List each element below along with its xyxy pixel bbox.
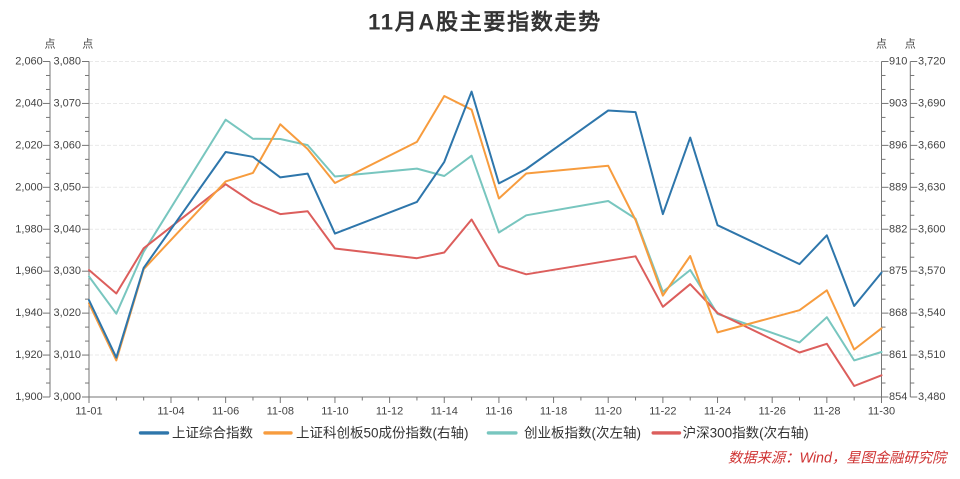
svg-text:3,480: 3,480 [918, 391, 946, 403]
svg-text:点: 点 [45, 38, 56, 51]
svg-text:861: 861 [889, 349, 907, 361]
svg-text:868: 868 [889, 307, 907, 319]
svg-text:上证科创板50成份指数(右轴): 上证科创板50成份指数(右轴) [296, 426, 469, 441]
svg-text:3,000: 3,000 [53, 391, 81, 403]
svg-text:上证综合指数: 上证综合指数 [172, 426, 253, 441]
svg-text:910: 910 [889, 56, 907, 68]
svg-text:点: 点 [82, 38, 93, 51]
svg-text:903: 903 [889, 97, 907, 109]
svg-text:11-16: 11-16 [485, 406, 512, 418]
svg-text:11-14: 11-14 [431, 406, 458, 418]
svg-text:882: 882 [889, 223, 907, 235]
svg-text:875: 875 [889, 265, 907, 277]
svg-text:1,980: 1,980 [15, 223, 43, 235]
svg-text:3,040: 3,040 [53, 223, 81, 235]
svg-text:沪深300指数(次右轴): 沪深300指数(次右轴) [683, 426, 809, 441]
svg-text:3,600: 3,600 [918, 223, 946, 235]
svg-text:11-04: 11-04 [157, 406, 184, 418]
svg-text:3,690: 3,690 [918, 97, 946, 109]
svg-text:点: 点 [876, 38, 887, 51]
svg-text:3,660: 3,660 [918, 139, 946, 151]
svg-text:2,020: 2,020 [15, 139, 43, 151]
svg-text:3,020: 3,020 [53, 307, 81, 319]
svg-text:889: 889 [889, 181, 907, 193]
svg-text:3,570: 3,570 [918, 265, 946, 277]
svg-text:11-28: 11-28 [813, 406, 840, 418]
svg-text:11-08: 11-08 [267, 406, 294, 418]
svg-text:11-30: 11-30 [868, 406, 895, 418]
svg-text:11-20: 11-20 [595, 406, 622, 418]
svg-text:3,070: 3,070 [53, 97, 81, 109]
svg-text:11-06: 11-06 [212, 406, 239, 418]
svg-text:3,050: 3,050 [53, 181, 81, 193]
svg-text:3,630: 3,630 [918, 181, 946, 193]
svg-text:11-12: 11-12 [376, 406, 403, 418]
svg-text:11-10: 11-10 [321, 406, 348, 418]
svg-text:11-01: 11-01 [75, 406, 102, 418]
svg-text:2,040: 2,040 [15, 97, 43, 109]
svg-text:3,010: 3,010 [53, 349, 81, 361]
svg-text:11-18: 11-18 [540, 406, 567, 418]
svg-text:点: 点 [905, 38, 916, 51]
svg-text:3,720: 3,720 [918, 56, 946, 68]
svg-text:3,540: 3,540 [918, 307, 946, 319]
svg-text:11-24: 11-24 [704, 406, 731, 418]
svg-text:896: 896 [889, 139, 907, 151]
svg-text:3,510: 3,510 [918, 349, 946, 361]
svg-text:11-26: 11-26 [759, 406, 786, 418]
svg-text:1,960: 1,960 [15, 265, 43, 277]
svg-text:1,900: 1,900 [15, 391, 43, 403]
svg-text:3,080: 3,080 [53, 56, 81, 68]
svg-text:11月A股主要指数走势: 11月A股主要指数走势 [368, 10, 602, 35]
svg-text:1,920: 1,920 [15, 349, 43, 361]
svg-text:3,030: 3,030 [53, 265, 81, 277]
svg-text:创业板指数(次左轴): 创业板指数(次左轴) [524, 426, 641, 441]
svg-text:3,060: 3,060 [53, 139, 81, 151]
svg-text:1,940: 1,940 [15, 307, 43, 319]
svg-text:11-22: 11-22 [649, 406, 676, 418]
svg-text:数据来源：Wind，星图金融研究院: 数据来源：Wind，星图金融研究院 [728, 450, 949, 467]
svg-text:2,000: 2,000 [15, 181, 43, 193]
svg-text:854: 854 [889, 391, 907, 403]
svg-text:2,060: 2,060 [15, 56, 43, 68]
